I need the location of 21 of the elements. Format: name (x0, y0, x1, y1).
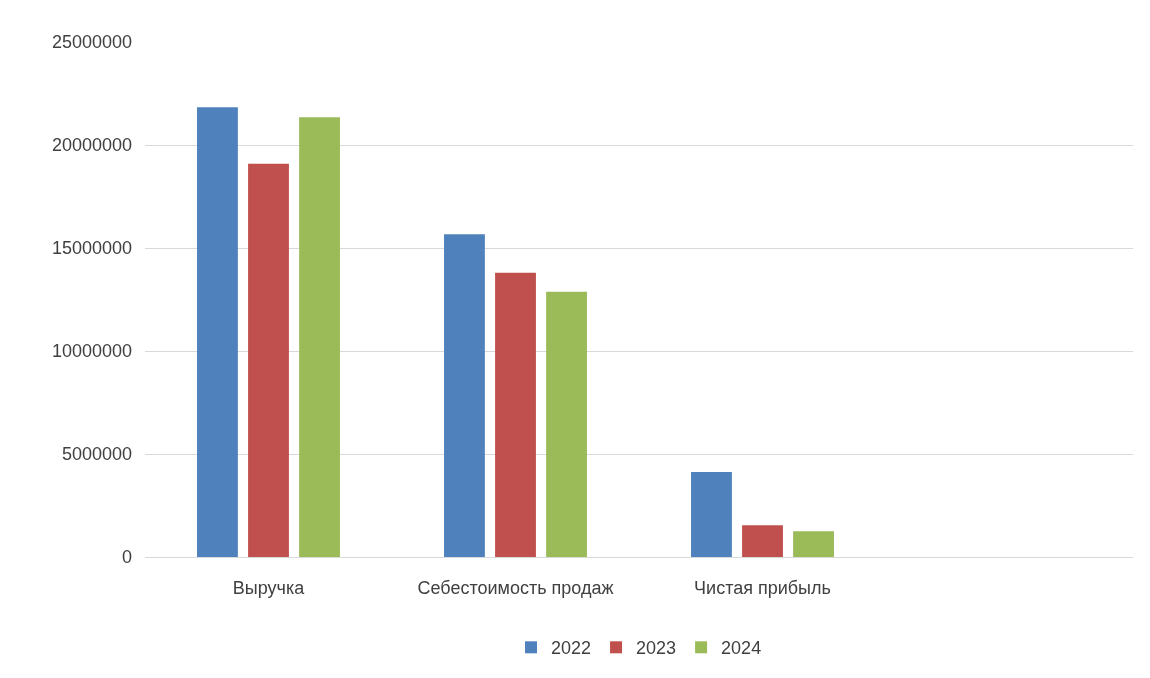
bar (742, 525, 783, 557)
legend-label: 2022 (551, 638, 592, 659)
legend-label: 2023 (636, 638, 677, 659)
legend-label: 2024 (721, 638, 762, 659)
bar (197, 107, 238, 557)
y-tick-label: 20000000 (51, 135, 132, 156)
bar (299, 117, 340, 557)
bar (546, 291, 587, 557)
y-tick-label: 0 (121, 547, 132, 568)
x-tick-label: Чистая прибыль (694, 577, 831, 598)
x-tick-label: Себестоимость продаж (417, 577, 614, 598)
bar (248, 163, 289, 557)
y-tick-label: 15000000 (51, 238, 132, 259)
bar (793, 531, 834, 557)
y-tick-label: 10000000 (51, 341, 132, 362)
y-tick-label: 25000000 (51, 32, 132, 53)
y-tick-label: 5000000 (61, 444, 132, 465)
x-tick-label: Выручка (232, 577, 306, 598)
bar (495, 272, 536, 557)
bar (444, 234, 485, 557)
bar (691, 471, 732, 557)
